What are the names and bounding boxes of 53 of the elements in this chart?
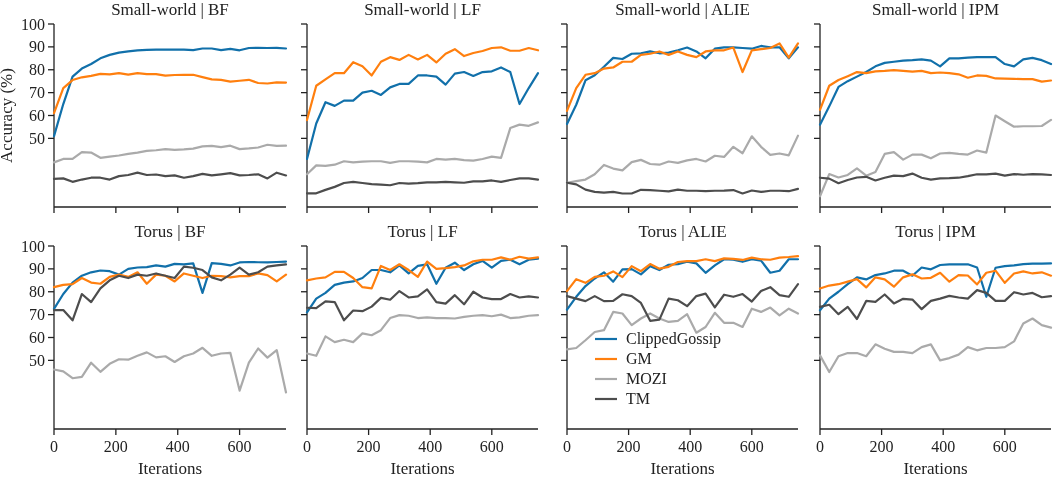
line-series bbox=[52, 263, 288, 322]
y-tick-label: 50 bbox=[29, 351, 45, 369]
x-tick-label: 200 bbox=[103, 438, 128, 455]
x-tick-label: 0 bbox=[50, 438, 58, 455]
y-tick-label: 70 bbox=[29, 306, 45, 324]
chart-title: Torus | IPM bbox=[895, 222, 976, 241]
x-axis-title: Iterations bbox=[390, 459, 455, 478]
chart-title: Small-world | BF bbox=[111, 0, 229, 19]
x-tick-label: 200 bbox=[869, 438, 894, 455]
line-series bbox=[52, 72, 288, 115]
y-tick-label: 90 bbox=[29, 38, 45, 56]
x-tick-label: 400 bbox=[931, 438, 956, 455]
x-tick-label: 0 bbox=[303, 438, 311, 455]
x-tick-label: 600 bbox=[992, 438, 1017, 455]
y-tick-label: 80 bbox=[29, 61, 45, 79]
legend-label: GM bbox=[626, 350, 652, 367]
y-tick-label: 100 bbox=[21, 15, 45, 33]
x-tick-label: 400 bbox=[418, 438, 443, 455]
x-axis-title: Iterations bbox=[650, 459, 715, 478]
legend-label: MOZI bbox=[626, 370, 667, 387]
x-axis-title: Iterations bbox=[137, 459, 203, 478]
chart-title: Torus | ALIE bbox=[638, 222, 727, 241]
y-tick-label: 60 bbox=[29, 107, 45, 125]
y-tick-label: 90 bbox=[29, 260, 45, 278]
y-axis-title: Accuracy (%) bbox=[0, 68, 16, 163]
legend-label: TM bbox=[626, 390, 650, 407]
chart-title: Torus | BF bbox=[134, 222, 206, 241]
chart-title: Torus | LF bbox=[387, 222, 458, 241]
x-tick-label: 600 bbox=[479, 438, 504, 455]
chart-title: Small-world | LF bbox=[364, 0, 481, 19]
x-tick-label: 200 bbox=[616, 438, 641, 455]
legend-label: ClippedGossip bbox=[626, 330, 722, 348]
x-tick-label: 600 bbox=[227, 438, 252, 455]
line-series bbox=[52, 346, 288, 394]
x-tick-label: 0 bbox=[563, 438, 571, 455]
x-tick-label: 400 bbox=[165, 438, 190, 455]
y-tick-label: 50 bbox=[29, 129, 45, 147]
line-series bbox=[52, 143, 288, 164]
line-series bbox=[52, 171, 288, 183]
y-tick-label: 60 bbox=[29, 329, 45, 347]
x-tick-label: 400 bbox=[678, 438, 703, 455]
chart-title: Small-world | ALIE bbox=[615, 0, 750, 19]
line-series bbox=[52, 271, 288, 289]
line-series bbox=[52, 46, 288, 138]
chart-title: Small-world | IPM bbox=[871, 0, 1000, 19]
line-series bbox=[52, 260, 288, 311]
x-tick-label: 600 bbox=[739, 438, 764, 455]
y-tick-label: 100 bbox=[21, 237, 45, 255]
y-tick-label: 70 bbox=[29, 84, 45, 102]
x-tick-label: 200 bbox=[356, 438, 381, 455]
y-tick-label: 80 bbox=[29, 283, 45, 301]
x-tick-label: 0 bbox=[816, 438, 824, 455]
x-axis-title: Iterations bbox=[903, 459, 968, 478]
